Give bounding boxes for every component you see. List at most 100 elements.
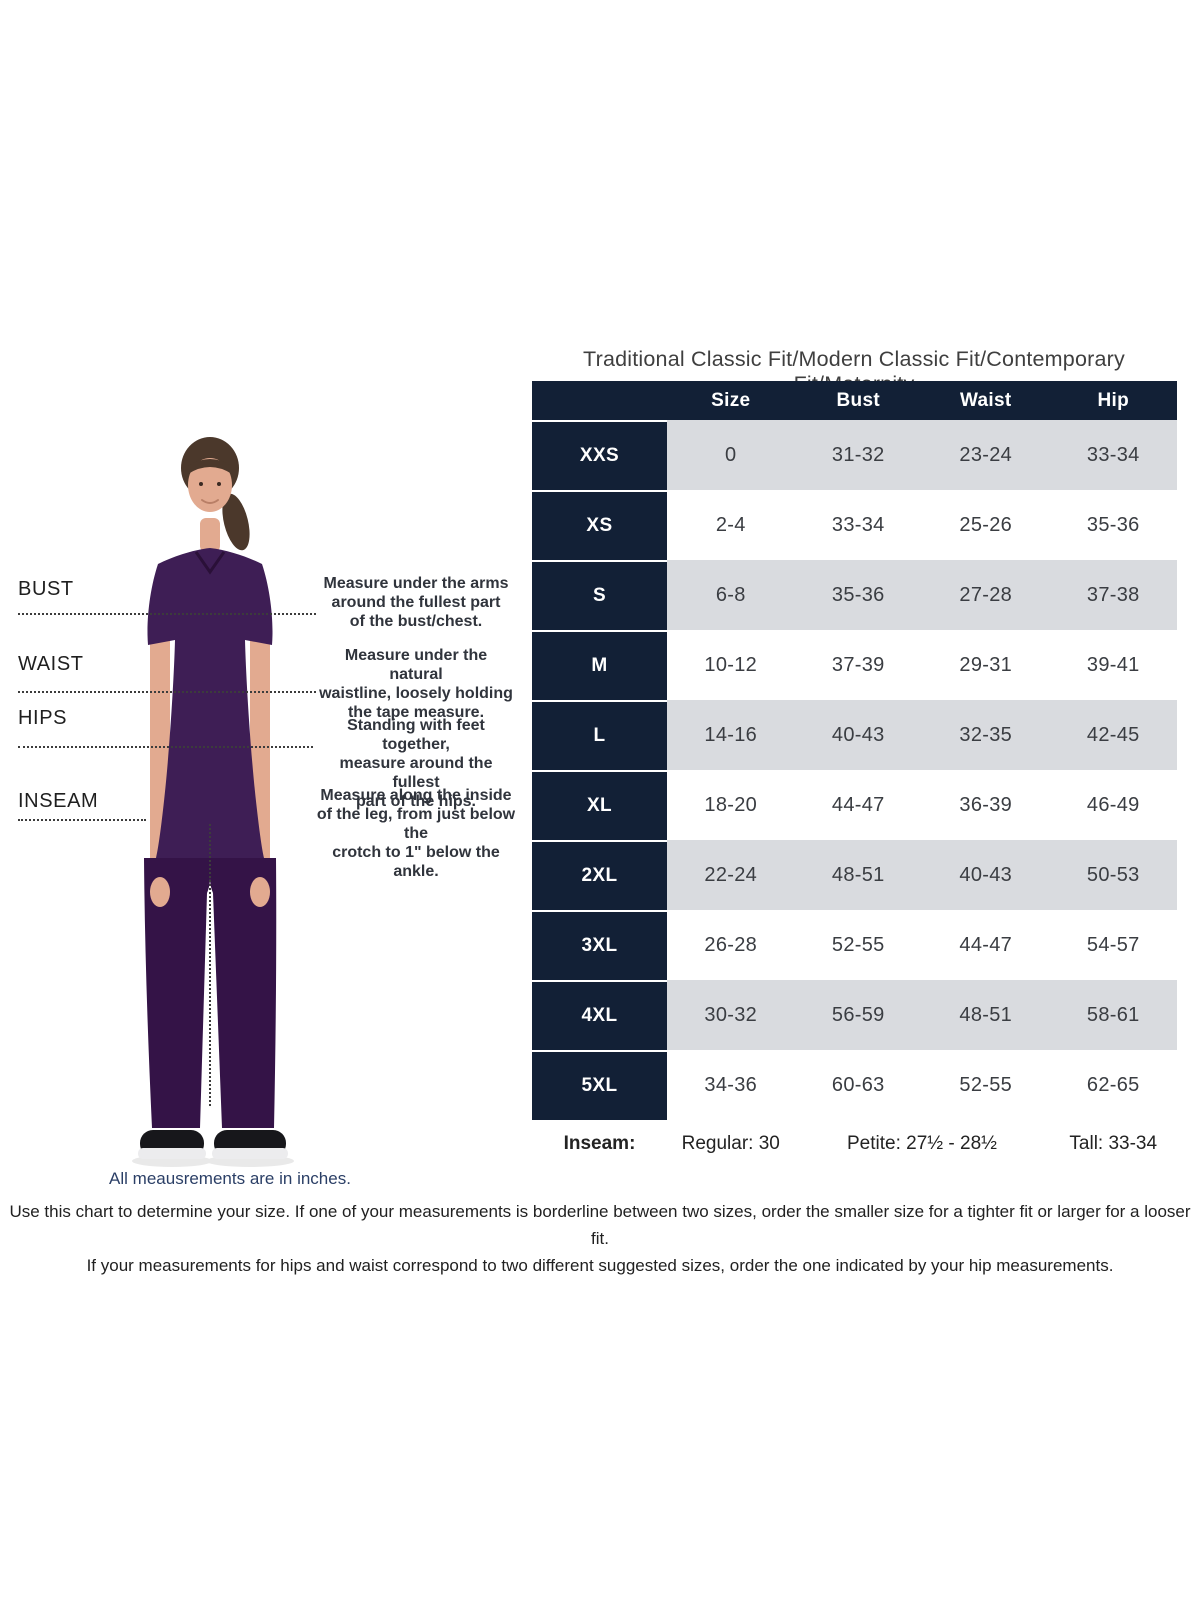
hip-cell: 54-57 <box>1086 933 1140 956</box>
measure-label-inseam: INSEAM <box>18 790 99 812</box>
instruction-line: waistline, loosely holding <box>319 685 513 702</box>
hip-cell: 37-38 <box>1086 583 1140 606</box>
right-shoe-sole <box>212 1148 288 1159</box>
waist-cell: 25-26 <box>959 513 1013 536</box>
size-range-cell: 26-28 <box>704 933 758 956</box>
size-label-cell: XXS <box>532 420 667 490</box>
header-size: Size <box>711 389 751 411</box>
hip-cell: 46-49 <box>1086 793 1140 816</box>
instruction-line: of the leg, from just below the <box>316 806 516 842</box>
bust-instruction: Measure under the arms around the fulles… <box>316 574 516 631</box>
table-row-m: M 10-12 37-39 29-31 39-41 <box>532 630 1177 700</box>
instruction-line: Measure under the natural <box>344 647 488 683</box>
waist-cell: 40-43 <box>959 863 1013 886</box>
bust-cell: 60-63 <box>831 1073 885 1096</box>
instruction-line: around the fullest part <box>331 594 501 611</box>
waist-cell: 36-39 <box>959 793 1013 816</box>
usage-note-line1: Use this chart to determine your size. I… <box>9 1202 1191 1248</box>
hip-cell: 50-53 <box>1086 863 1140 886</box>
waist-cell: 52-55 <box>959 1073 1013 1096</box>
header-hip: Hip <box>1097 389 1129 411</box>
waist-measure-line <box>18 691 316 693</box>
measure-label-hips: HIPS <box>18 707 68 729</box>
waist-cell: 44-47 <box>959 933 1013 956</box>
bust-cell: 33-34 <box>831 513 885 536</box>
instruction-line: part of the hips. <box>356 793 476 810</box>
size-range-cell: 18-20 <box>704 793 758 816</box>
model-figure-svg <box>132 437 294 1167</box>
inseam-instruction: Measure along the inside of the leg, fro… <box>316 786 516 881</box>
bust-cell: 40-43 <box>831 723 885 746</box>
waist-cell: 32-35 <box>959 723 1013 746</box>
table-row-5xl: 5XL 34-36 60-63 52-55 62-65 <box>532 1050 1177 1120</box>
hip-cell: 58-61 <box>1086 1003 1140 1026</box>
table-row-4xl: 4XL 30-32 56-59 48-51 58-61 <box>532 980 1177 1050</box>
instruction-line: crotch to 1" below the ankle. <box>332 844 500 880</box>
bust-cell: 31-32 <box>831 443 885 466</box>
instruction-line: Standing with feet together, <box>347 717 485 753</box>
bust-cell: 56-59 <box>831 1003 885 1026</box>
table-header-row: Size Bust Waist Hip <box>532 381 1177 420</box>
inseam-regular: Regular: 30 <box>681 1133 780 1154</box>
bust-cell: 35-36 <box>831 583 885 606</box>
size-label-cell: 4XL <box>532 980 667 1050</box>
usage-note: Use this chart to determine your size. I… <box>0 1198 1200 1279</box>
instruction-line: Measure under the arms <box>323 575 509 592</box>
waist-instruction: Measure under the natural waistline, loo… <box>316 646 516 722</box>
bust-cell: 44-47 <box>831 793 885 816</box>
size-range-cell: 14-16 <box>704 723 758 746</box>
waist-cell: 29-31 <box>959 653 1013 676</box>
size-range-cell: 0 <box>725 443 737 466</box>
left-hand <box>150 877 170 907</box>
inseam-vertical-line <box>209 824 211 1106</box>
waist-cell: 23-24 <box>959 443 1013 466</box>
size-label-cell: S <box>532 560 667 630</box>
table-row-2xl: 2XL 22-24 48-51 40-43 50-53 <box>532 840 1177 910</box>
scrubs-model-illustration <box>100 430 340 1172</box>
bust-cell: 52-55 <box>831 933 885 956</box>
waist-cell: 48-51 <box>959 1003 1013 1026</box>
scrub-pants-left-leg <box>144 858 210 1128</box>
size-range-cell: 30-32 <box>704 1003 758 1026</box>
size-range-cell: 2-4 <box>715 513 746 536</box>
inseam-tall: Tall: 33-34 <box>1069 1133 1158 1154</box>
bust-cell: 37-39 <box>831 653 885 676</box>
bust-measure-line <box>18 613 316 615</box>
table-row-xxs: XXS 0 31-32 23-24 33-34 <box>532 420 1177 490</box>
size-range-cell: 34-36 <box>704 1073 758 1096</box>
waist-cell: 27-28 <box>959 583 1013 606</box>
inseam-label: Inseam: <box>563 1133 636 1154</box>
hip-cell: 39-41 <box>1086 653 1140 676</box>
hip-cell: 42-45 <box>1086 723 1140 746</box>
inseam-row: Inseam: Regular: 30 Petite: 27½ - 28½ Ta… <box>532 1120 1177 1168</box>
size-label-cell: L <box>532 700 667 770</box>
measure-label-waist: WAIST <box>18 653 84 675</box>
size-label-cell: 3XL <box>532 910 667 980</box>
table-row-xs: XS 2-4 33-34 25-26 35-36 <box>532 490 1177 560</box>
usage-note-line2: If your measurements for hips and waist … <box>86 1256 1114 1275</box>
v-neckline <box>194 551 226 575</box>
size-label-cell: 5XL <box>532 1050 667 1120</box>
inseam-petite: Petite: 27½ - 28½ <box>847 1133 997 1154</box>
scrub-pants-right-leg <box>210 858 277 1128</box>
table-row-3xl: 3XL 26-28 52-55 44-47 54-57 <box>532 910 1177 980</box>
header-waist: Waist <box>960 389 1012 411</box>
instruction-line: measure around the fullest <box>339 755 493 791</box>
instruction-line: Measure along the inside <box>320 787 512 804</box>
hairline <box>188 459 232 474</box>
left-shoe-sole <box>138 1148 206 1159</box>
table-row-xl: XL 18-20 44-47 36-39 46-49 <box>532 770 1177 840</box>
size-range-cell: 22-24 <box>704 863 758 886</box>
instruction-line: of the bust/chest. <box>349 613 483 630</box>
hip-cell: 33-34 <box>1086 443 1140 466</box>
table-row-s: S 6-8 35-36 27-28 37-38 <box>532 560 1177 630</box>
eye <box>217 482 221 486</box>
eye <box>199 482 203 486</box>
ponytail-hair <box>222 493 250 551</box>
inseam-measure-line <box>18 819 146 821</box>
size-range-cell: 6-8 <box>715 583 746 606</box>
hips-instruction: Standing with feet together, measure aro… <box>316 716 516 811</box>
hip-cell: 62-65 <box>1086 1073 1140 1096</box>
units-note: All meausrements are in inches. <box>109 1169 351 1188</box>
